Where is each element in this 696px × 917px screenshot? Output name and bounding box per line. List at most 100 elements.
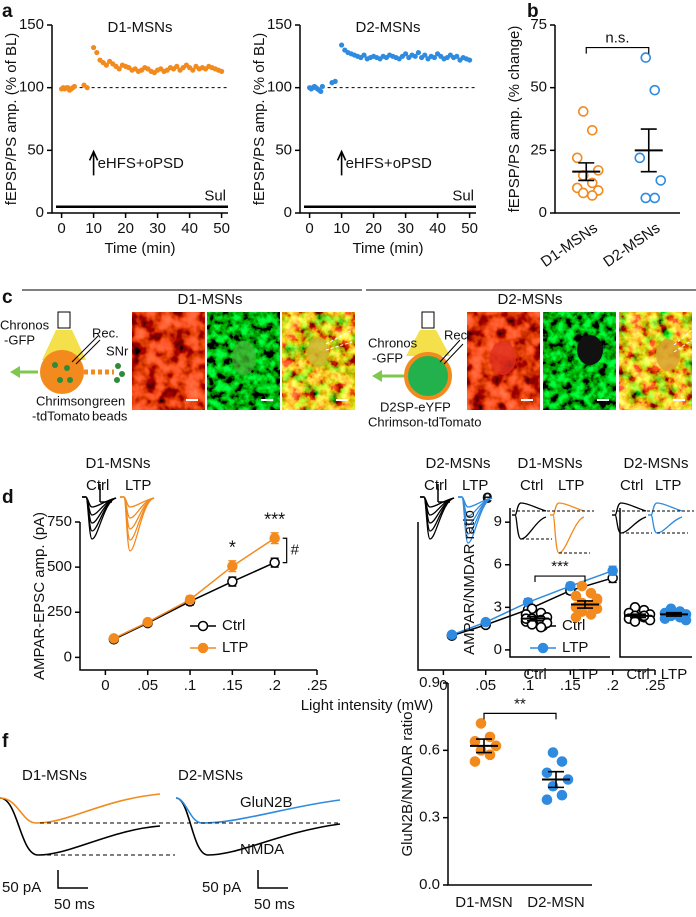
axes: [417, 522, 655, 671]
chart: D2-MSNs Ctrl LTP: [619, 455, 692, 683]
point: [576, 580, 588, 592]
point: [412, 53, 418, 59]
cell: [490, 341, 516, 375]
trace: [512, 502, 547, 516]
point: [480, 616, 491, 628]
point: [227, 576, 238, 587]
x-tick-label: .1: [184, 677, 197, 694]
panel-label: d: [2, 487, 14, 508]
y-tick-label: 50: [530, 79, 547, 96]
point: [634, 152, 646, 164]
y-axis-label: fEPSP/PS amp. (% of BL): [3, 33, 20, 206]
point: [469, 756, 481, 767]
cell: [656, 339, 680, 371]
x-tick-label: .15: [222, 677, 243, 694]
significance: #: [291, 541, 300, 558]
arrow: [88, 149, 99, 176]
inset-label: Ctrl: [424, 477, 447, 494]
label: -GFP: [4, 332, 35, 347]
x-tick-label: 30: [149, 220, 166, 237]
x-tick-label: LTP: [572, 666, 598, 683]
trace: [82, 496, 117, 540]
x-tick-label: 20: [365, 220, 382, 237]
inset-label: LTP: [125, 477, 151, 494]
micrograph: [619, 312, 692, 410]
y-tick-label: 100: [267, 79, 292, 96]
x-tick-label: .05: [475, 677, 496, 694]
point: [319, 83, 325, 90]
x-tick-label: Ctrl: [626, 666, 649, 683]
axes: [619, 508, 692, 658]
panel-f-traces: D1-MSNs D2-MSNs GluN2B NMDA 50 pA 50 ms …: [0, 767, 341, 913]
point: [649, 192, 661, 204]
traces: [512, 502, 694, 554]
point: [454, 53, 460, 59]
point: [547, 747, 559, 758]
point: [84, 85, 90, 91]
sem: [578, 162, 595, 182]
point: [71, 83, 77, 90]
micrograph: [132, 312, 205, 410]
annotation: eHFS+oPSD: [98, 155, 184, 172]
axes: [79, 522, 317, 671]
x-tick-label: D1-MSN: [455, 894, 513, 911]
x-tick-label: 0: [101, 677, 109, 694]
panel-label: f: [2, 731, 9, 752]
label: -tdTomato: [32, 408, 90, 423]
trace: [458, 496, 493, 544]
point: [586, 190, 598, 201]
panel-label: e: [482, 487, 493, 508]
scale-label: 50 ms: [54, 896, 95, 913]
y-tick-label: 0: [284, 204, 292, 221]
sem: [577, 600, 593, 609]
panel-label: a: [2, 1, 13, 22]
panel-e-insets: Ctrl LTP Ctrl LTP: [512, 477, 694, 554]
micrograph: [543, 312, 616, 410]
inset-label: Ctrl: [86, 477, 109, 494]
drug-label: Sul: [452, 188, 474, 205]
x-tick-label: 10: [85, 220, 102, 237]
point: [142, 616, 153, 628]
point: [184, 594, 196, 605]
point: [577, 106, 589, 117]
sem: [666, 611, 682, 617]
point: [332, 78, 338, 84]
inset-label: LTP: [558, 477, 584, 494]
sem: [630, 613, 646, 619]
label: Chrimson: [36, 393, 92, 408]
y-tick-label: 150: [19, 16, 44, 33]
y-axis-label: AMPAR/NMDAR ratio: [461, 510, 478, 655]
legend-marker: [197, 642, 209, 654]
trace: [612, 502, 647, 516]
cell: [232, 341, 256, 375]
label: SNr: [106, 343, 129, 358]
chart-title: D2-MSNs: [623, 455, 688, 472]
label: D2SP-eYFP: [380, 399, 451, 414]
significance: **: [514, 695, 526, 712]
trace-label: GluN2B: [240, 794, 293, 811]
inset-label: LTP: [462, 477, 488, 494]
d1-schematic: Chronos -GFP Rec. SNr Chrimson -tdTomato…: [0, 311, 129, 423]
point: [649, 84, 661, 96]
x-tick-label: 40: [181, 220, 198, 237]
point: [469, 736, 481, 747]
label: Chronos: [368, 335, 418, 350]
x-tick-label: 0: [439, 677, 447, 694]
point: [535, 621, 547, 633]
y-axis-label: GluN2B/NMDAR ratio: [399, 711, 416, 856]
x-tick-label: 10: [333, 220, 350, 237]
trace-label: NMDA: [240, 841, 284, 858]
inset-label: LTP: [655, 477, 681, 494]
y-axis-label: fEPSP/PS amp. (% of BL): [251, 33, 268, 206]
point: [556, 756, 568, 767]
point: [446, 629, 458, 641]
chart-title: D2-MSNs: [355, 19, 420, 36]
chart: D1-MSNs AMPAR/NMDAR ratio 0 3 6 9 Ctrl LTP ***: [461, 455, 610, 683]
panel-title: D1-MSNs: [177, 291, 242, 308]
chart: GluN2B/NMDAR ratio 0.0 0.3 0.6 0.9 D1-MSN D2-M…: [399, 674, 592, 911]
drug-label: Sul: [204, 188, 226, 205]
trace: [648, 514, 683, 534]
significance: ***: [264, 510, 285, 530]
point: [339, 42, 345, 48]
point: [592, 165, 604, 176]
